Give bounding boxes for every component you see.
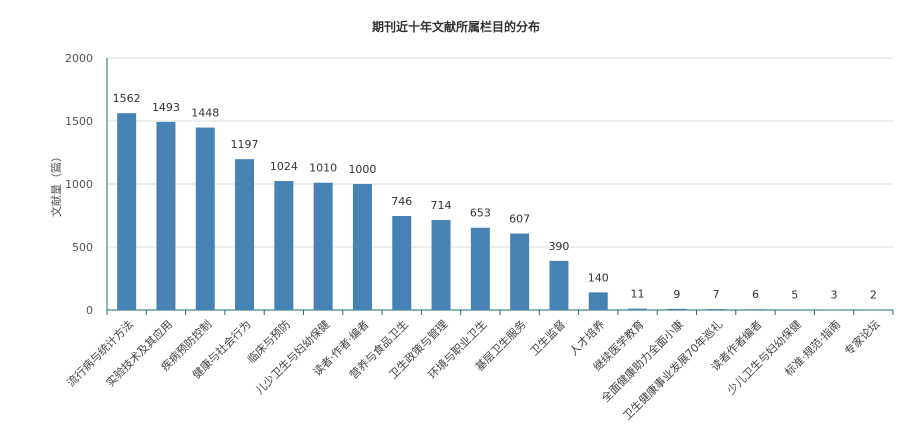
bar[interactable] xyxy=(589,292,608,310)
data-label: 1010 xyxy=(309,162,337,175)
bar[interactable] xyxy=(314,183,333,310)
data-label: 1448 xyxy=(191,107,219,120)
bar[interactable] xyxy=(392,216,411,310)
data-label: 746 xyxy=(391,195,412,208)
data-label: 140 xyxy=(588,271,609,284)
y-axis-label: 文献量（篇） xyxy=(49,151,63,217)
bar[interactable] xyxy=(196,128,215,310)
bar[interactable] xyxy=(628,309,647,310)
bar[interactable] xyxy=(707,309,726,310)
bar[interactable] xyxy=(274,181,293,310)
bar[interactable] xyxy=(235,159,254,310)
data-label: 1000 xyxy=(348,163,376,176)
y-tick-label: 1500 xyxy=(65,115,93,128)
x-tick-label: 流行病与统计方法 xyxy=(64,317,136,389)
data-label: 2 xyxy=(870,289,877,302)
data-label: 653 xyxy=(470,207,491,220)
data-label: 6 xyxy=(752,288,759,301)
bar[interactable] xyxy=(667,309,686,310)
data-label: 5 xyxy=(791,288,798,301)
bar[interactable] xyxy=(117,113,136,310)
x-tick-label: 卫生监督 xyxy=(527,317,568,358)
data-label: 1493 xyxy=(152,101,180,114)
bar[interactable] xyxy=(432,220,451,310)
bar[interactable] xyxy=(549,261,568,310)
axes xyxy=(107,58,893,315)
x-tick-label: 专家论坛 xyxy=(841,317,882,358)
data-label: 607 xyxy=(509,213,530,226)
data-label: 1197 xyxy=(231,138,259,151)
data-label: 1024 xyxy=(270,160,298,173)
x-tick-label: 少儿卫生与妇幼保健 xyxy=(724,317,804,397)
bar[interactable] xyxy=(785,309,804,310)
data-label: 7 xyxy=(713,288,720,301)
bar[interactable] xyxy=(156,122,175,310)
gridlines xyxy=(107,58,893,247)
bar[interactable] xyxy=(353,184,372,310)
x-tick-label: 人才培养 xyxy=(566,317,607,358)
y-tick-label: 1000 xyxy=(65,178,93,191)
data-label: 714 xyxy=(431,199,452,212)
y-tick-label: 2000 xyxy=(65,52,93,65)
bar[interactable] xyxy=(746,309,765,310)
bar[interactable] xyxy=(471,228,490,310)
chart-title: 期刊近十年文献所属栏目的分布 xyxy=(372,19,540,34)
bar[interactable] xyxy=(510,234,529,310)
x-tick-label: 实验技术及其应用 xyxy=(103,317,175,389)
y-tick-label: 500 xyxy=(72,241,93,254)
data-label: 1562 xyxy=(113,92,141,105)
y-tick-label: 0 xyxy=(86,304,93,317)
x-tick-label: 儿少卫生与妇幼保健 xyxy=(252,317,332,397)
data-label: 11 xyxy=(631,288,645,301)
data-label: 390 xyxy=(548,240,569,253)
data-label: 3 xyxy=(831,289,838,302)
data-label: 9 xyxy=(673,288,680,301)
